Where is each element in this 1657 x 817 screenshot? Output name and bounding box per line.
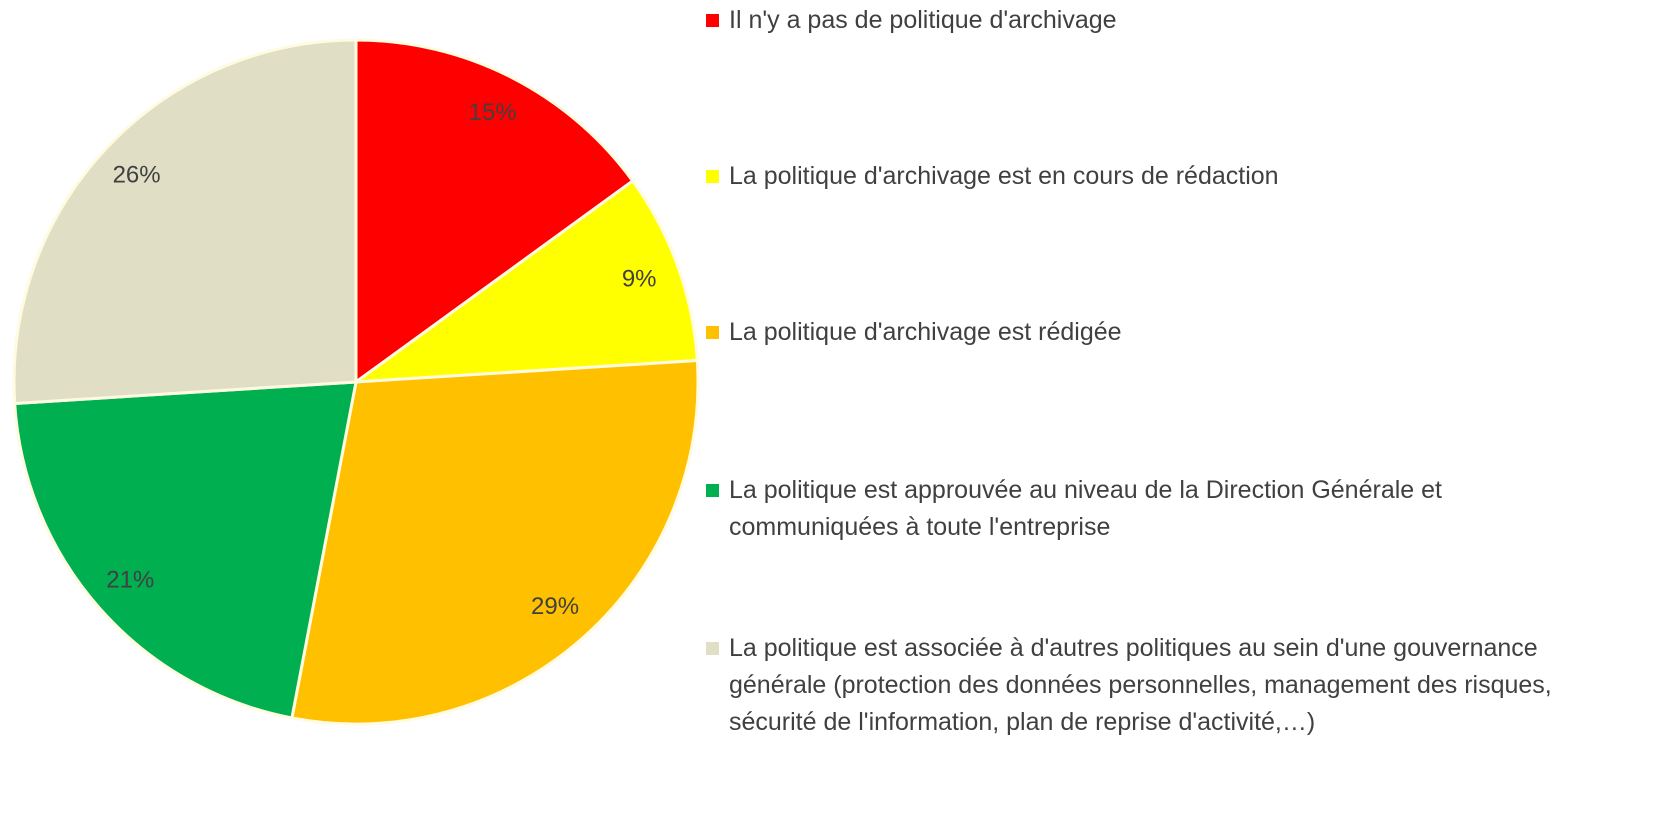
legend-swatch xyxy=(706,170,719,183)
legend-swatch xyxy=(706,326,719,339)
pie-slice xyxy=(350,178,699,384)
legend-item: La politique d'archivage est rédigée xyxy=(706,314,1576,351)
legend-swatch xyxy=(706,14,719,27)
legend-swatch xyxy=(706,642,719,655)
pie-slice xyxy=(290,358,700,726)
legend-label: La politique d'archivage est rédigée xyxy=(729,318,1122,346)
data-label: 26% xyxy=(113,161,161,188)
legend-swatch xyxy=(706,484,719,497)
legend-item: La politique est approuvée au niveau de … xyxy=(706,472,1576,546)
legend-item: Il n'y a pas de politique d'archivage xyxy=(706,2,1576,39)
legend-label: Il n'y a pas de politique d'archivage xyxy=(729,6,1117,34)
legend-item: La politique est associée à d'autres pol… xyxy=(706,630,1576,741)
pie-slice xyxy=(354,38,635,385)
data-label: 21% xyxy=(106,566,154,593)
legend-label: La politique est associée à d'autres pol… xyxy=(729,634,1552,736)
legend-label: La politique d'archivage est en cours de… xyxy=(729,162,1279,190)
pie-slice xyxy=(13,380,358,720)
pie-slice xyxy=(12,38,358,406)
data-label: 9% xyxy=(622,265,657,292)
data-label: 29% xyxy=(531,593,579,620)
pie: 15% 9% 29% 21% 26% xyxy=(12,38,700,726)
data-label: 15% xyxy=(469,99,517,126)
legend-label: La politique est approuvée au niveau de … xyxy=(729,476,1442,541)
legend-item: La politique d'archivage est en cours de… xyxy=(706,158,1576,195)
